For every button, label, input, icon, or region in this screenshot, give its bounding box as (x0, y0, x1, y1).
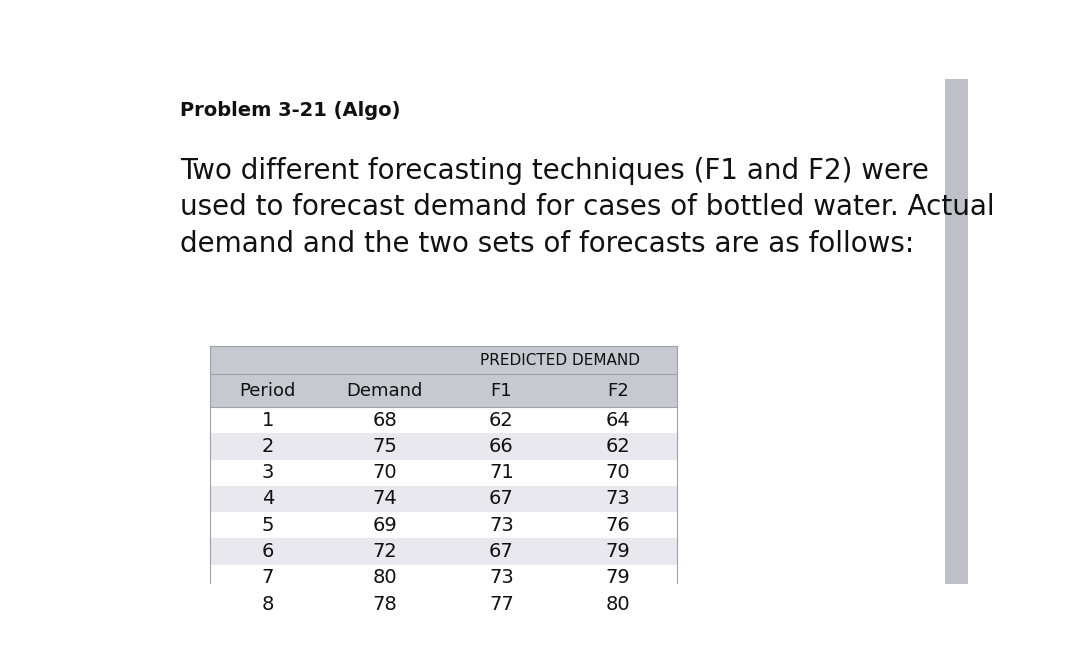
Text: 80: 80 (606, 594, 631, 613)
FancyBboxPatch shape (210, 407, 677, 434)
Text: Demand: Demand (346, 382, 423, 400)
Text: used to forecast demand for cases of bottled water. Actual: used to forecast demand for cases of bot… (181, 194, 995, 221)
Text: 4: 4 (261, 489, 274, 508)
FancyBboxPatch shape (210, 620, 677, 626)
Text: 70: 70 (606, 463, 631, 482)
FancyBboxPatch shape (210, 460, 677, 486)
FancyBboxPatch shape (210, 539, 677, 565)
Text: 76: 76 (606, 516, 631, 535)
Text: 64: 64 (606, 411, 631, 430)
Text: 66: 66 (489, 437, 514, 456)
FancyBboxPatch shape (210, 346, 677, 374)
Text: 3: 3 (261, 463, 274, 482)
Text: PREDICTED DEMAND: PREDICTED DEMAND (480, 353, 640, 368)
Text: 77: 77 (489, 594, 514, 613)
Text: Problem 3-21 (Algo): Problem 3-21 (Algo) (181, 102, 401, 121)
FancyBboxPatch shape (210, 512, 677, 539)
Text: 8: 8 (261, 594, 274, 613)
Text: 67: 67 (489, 542, 514, 561)
Text: 5: 5 (261, 516, 274, 535)
FancyBboxPatch shape (210, 486, 677, 512)
FancyBboxPatch shape (945, 79, 968, 584)
Text: 80: 80 (372, 568, 397, 587)
Text: 73: 73 (489, 516, 514, 535)
Text: 79: 79 (606, 568, 631, 587)
Text: Period: Period (240, 382, 296, 400)
Text: F2: F2 (607, 382, 629, 400)
Text: 73: 73 (489, 568, 514, 587)
Text: 1: 1 (261, 411, 274, 430)
Text: 74: 74 (372, 489, 397, 508)
FancyBboxPatch shape (210, 434, 677, 460)
Text: 73: 73 (606, 489, 631, 508)
Text: 68: 68 (372, 411, 397, 430)
FancyBboxPatch shape (210, 565, 677, 591)
Text: 62: 62 (489, 411, 514, 430)
Text: 67: 67 (489, 489, 514, 508)
Text: 71: 71 (489, 463, 514, 482)
Text: 70: 70 (372, 463, 397, 482)
FancyBboxPatch shape (210, 374, 677, 407)
Text: 7: 7 (261, 568, 274, 587)
Text: 78: 78 (372, 594, 397, 613)
Text: 6: 6 (261, 542, 274, 561)
Text: 75: 75 (372, 437, 397, 456)
Text: Two different forecasting techniques (F1 and F2) were: Two different forecasting techniques (F1… (181, 157, 930, 185)
Text: 2: 2 (261, 437, 274, 456)
Text: 79: 79 (606, 542, 631, 561)
Text: F1: F1 (491, 382, 512, 400)
FancyBboxPatch shape (210, 591, 677, 617)
Text: demand and the two sets of forecasts are as follows:: demand and the two sets of forecasts are… (181, 230, 915, 258)
Text: 69: 69 (372, 516, 397, 535)
Text: 72: 72 (372, 542, 397, 561)
Text: 62: 62 (606, 437, 631, 456)
